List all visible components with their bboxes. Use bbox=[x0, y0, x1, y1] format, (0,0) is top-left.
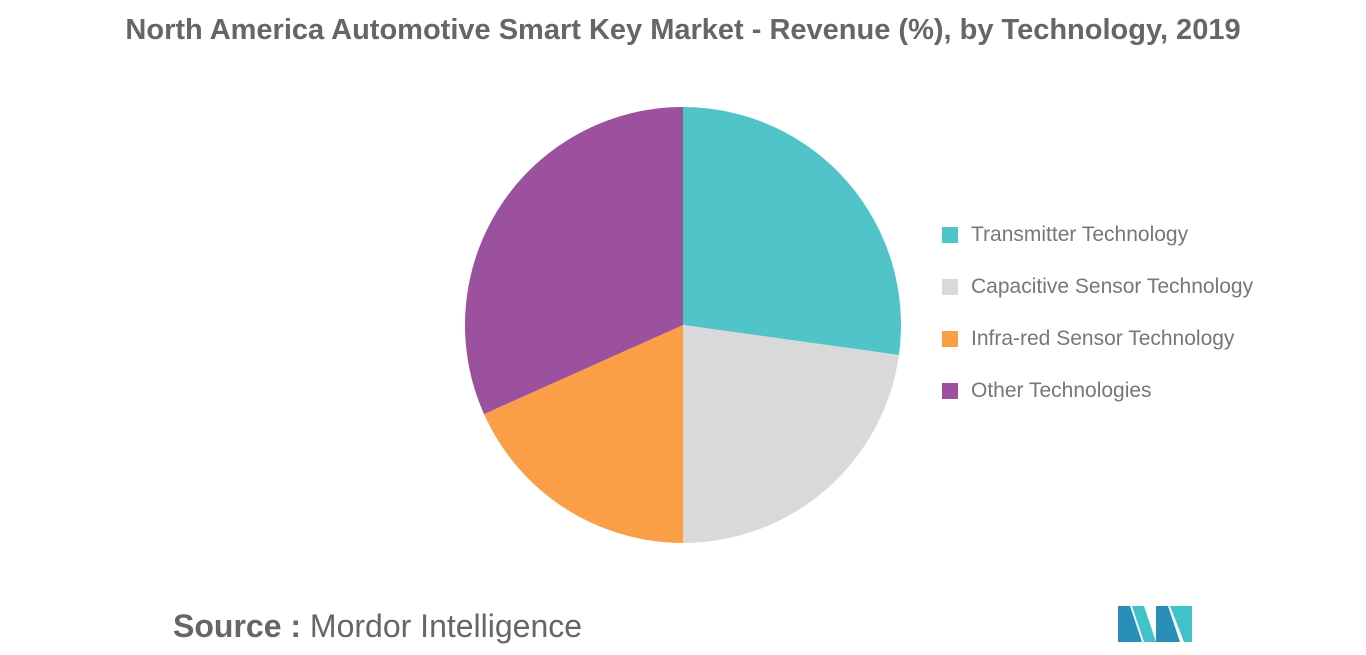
pie-slice-infra-red-sensor-technology bbox=[484, 325, 683, 543]
legend-swatch bbox=[942, 279, 958, 295]
pie-slice-other-technologies bbox=[464, 107, 683, 415]
legend-item: Transmitter Technology bbox=[942, 196, 1253, 274]
legend-item: Other Technologies bbox=[942, 352, 1253, 430]
legend-label: Infra-red Sensor Technology bbox=[971, 327, 1235, 350]
legend-label: Other Technologies bbox=[971, 379, 1152, 402]
chart-title: North America Automotive Smart Key Marke… bbox=[125, 14, 1241, 46]
legend-item: Capacitive Sensor Technology bbox=[942, 248, 1253, 326]
mordor-logo-icon bbox=[1118, 606, 1192, 642]
legend-swatch bbox=[942, 227, 958, 243]
pie-slice-capacitive-sensor-technology bbox=[683, 325, 899, 543]
legend-label: Capacitive Sensor Technology bbox=[971, 275, 1254, 298]
source-label: Source : bbox=[173, 608, 302, 644]
legend-label: Transmitter Technology bbox=[971, 223, 1189, 246]
legend-swatch bbox=[942, 331, 958, 347]
source-value: Mordor Intelligence bbox=[309, 608, 583, 644]
source-note: Source : Mordor Intelligence bbox=[173, 608, 582, 645]
pie-slice-transmitter-technology bbox=[683, 107, 901, 356]
legend-swatch bbox=[942, 383, 958, 399]
legend-item: Infra-red Sensor Technology bbox=[942, 300, 1253, 378]
legend: Transmitter Technology Capacitive Sensor… bbox=[942, 196, 1253, 430]
